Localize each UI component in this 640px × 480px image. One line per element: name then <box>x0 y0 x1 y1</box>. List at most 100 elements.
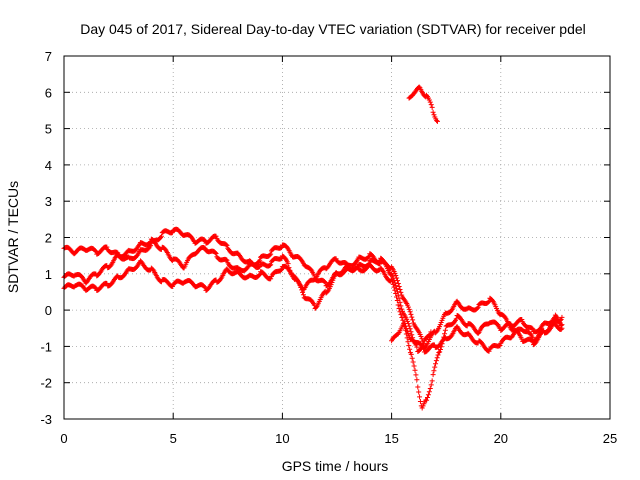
data-point <box>434 118 440 124</box>
data-point <box>418 333 424 339</box>
x-tick-label: 15 <box>384 431 398 446</box>
data-point <box>366 261 372 267</box>
x-axis-label: GPS time / hours <box>282 458 389 474</box>
data-point <box>431 112 437 118</box>
data-point <box>407 346 413 352</box>
data-point <box>393 283 399 289</box>
x-tick-label: 25 <box>603 431 617 446</box>
data-point <box>410 359 416 365</box>
data-point <box>426 97 432 103</box>
y-axis-label: SDTVAR / TECUs <box>5 181 21 293</box>
data-point <box>147 240 153 246</box>
data-point <box>436 350 442 356</box>
data-point <box>519 316 525 322</box>
data-point <box>442 327 448 333</box>
data-point <box>406 306 412 312</box>
data-point <box>158 233 164 239</box>
x-tick-label: 5 <box>170 431 177 446</box>
data-point <box>400 317 406 323</box>
data-point <box>92 284 98 290</box>
data-point <box>394 289 400 295</box>
data-point <box>432 364 438 370</box>
data-point <box>453 316 459 322</box>
data-point <box>416 84 422 90</box>
data-point <box>257 257 263 263</box>
data-point <box>399 306 405 312</box>
data-point <box>201 284 207 290</box>
data-point <box>430 372 436 378</box>
series-track-c <box>61 255 565 355</box>
data-point <box>424 395 430 401</box>
data-point <box>411 363 417 369</box>
data-point <box>267 262 273 268</box>
data-point <box>278 256 284 262</box>
data-point <box>212 250 218 256</box>
data-point <box>268 262 274 268</box>
data-point <box>485 299 491 305</box>
data-point <box>419 336 425 342</box>
data-point <box>475 331 481 336</box>
data-point <box>433 361 439 367</box>
data-point <box>104 244 110 250</box>
data-point <box>410 338 416 344</box>
data-point <box>395 281 401 287</box>
data-point <box>278 245 284 251</box>
data-point <box>409 332 415 338</box>
data-point <box>285 261 291 267</box>
y-tick-label: -2 <box>40 376 52 391</box>
data-point <box>405 304 411 310</box>
data-point <box>409 314 415 320</box>
plot-frame <box>63 55 611 420</box>
data-point <box>405 330 411 336</box>
data-point <box>428 102 434 108</box>
data-point <box>412 367 418 373</box>
data-point <box>256 272 262 278</box>
data-point <box>559 314 565 320</box>
data-point <box>559 325 565 331</box>
data-point <box>396 283 402 289</box>
data-point <box>390 275 396 281</box>
data-point <box>396 306 402 312</box>
data-point <box>438 319 444 325</box>
data-point <box>406 343 412 349</box>
data-point <box>425 392 431 398</box>
data-point <box>354 264 360 270</box>
data-point <box>433 358 439 364</box>
data-point <box>223 257 229 263</box>
data-point <box>475 304 481 310</box>
data-point <box>402 320 408 326</box>
data-point <box>169 230 175 236</box>
data-point <box>392 280 398 286</box>
data-point <box>428 382 434 388</box>
data-point <box>558 317 564 323</box>
data-point <box>429 104 435 110</box>
data-point <box>213 233 219 239</box>
y-tick-label: 7 <box>45 49 52 64</box>
data-point <box>530 326 536 332</box>
data-point <box>428 329 434 335</box>
data-point <box>424 397 430 403</box>
data-point <box>437 346 443 352</box>
data-point <box>397 299 403 305</box>
series-track-e <box>406 84 440 124</box>
data-point <box>497 343 503 349</box>
data-point <box>376 259 382 265</box>
data-point <box>417 394 423 400</box>
data-point <box>410 317 416 323</box>
y-tick-label: 0 <box>45 303 52 318</box>
data-point <box>300 289 306 295</box>
data-point <box>268 276 274 282</box>
data-point <box>530 335 536 341</box>
data-point <box>311 273 317 279</box>
data-point <box>395 292 401 298</box>
y-tick-label: 4 <box>45 158 52 173</box>
data-point <box>414 377 420 383</box>
data-point <box>415 384 421 390</box>
data-point <box>474 305 480 311</box>
series-track-d <box>389 320 434 354</box>
data-point <box>393 273 399 279</box>
data-point <box>365 254 371 260</box>
data-point <box>279 267 285 273</box>
data-point <box>413 372 419 378</box>
